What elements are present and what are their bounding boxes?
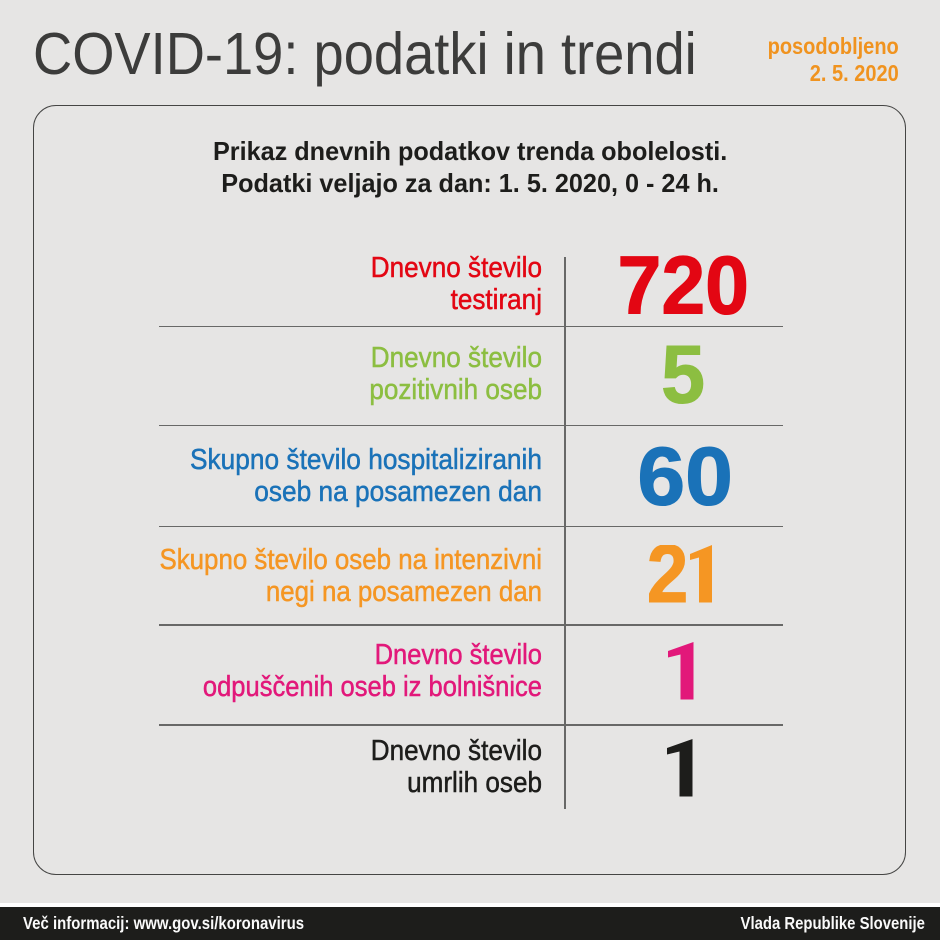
svg-text:2: 2	[649, 545, 688, 603]
